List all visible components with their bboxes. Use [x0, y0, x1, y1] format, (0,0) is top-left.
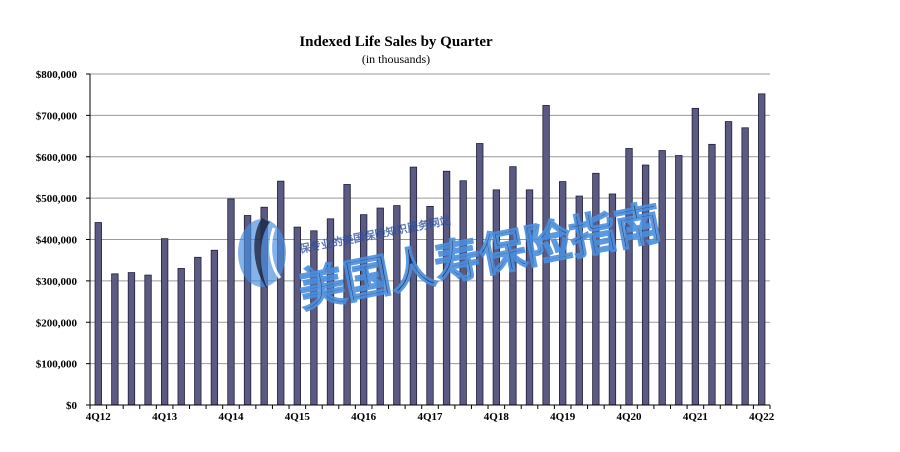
x-tick-label: 4Q16: [351, 411, 377, 423]
x-tick-label: 4Q13: [152, 411, 178, 423]
x-tick-label: 4Q22: [749, 411, 775, 423]
bar-2Q18: [459, 180, 467, 406]
bar-1Q22: [708, 143, 716, 406]
x-tick-label: 4Q14: [218, 411, 244, 423]
bar-series: [94, 93, 766, 406]
y-tick-label: $600,000: [36, 152, 78, 164]
x-tick-label: 4Q17: [417, 411, 443, 423]
y-axis-ticks: $0 $100,000 $200,000 $300,000 $400,000 $500,0…: [36, 69, 90, 412]
x-tick-label: 4Q18: [484, 411, 510, 423]
bar-2Q22: [724, 121, 733, 406]
bar-3Q21: [675, 155, 683, 406]
bar-1Q14: [177, 268, 185, 406]
y-tick-label: $400,000: [36, 235, 78, 247]
bar-1Q16: [310, 230, 318, 406]
y-tick-label: $300,000: [36, 276, 78, 288]
bar-4Q20: [625, 148, 633, 406]
bar-3Q22: [741, 127, 749, 406]
y-tick-label: $0: [66, 400, 78, 412]
bar-4Q21: [691, 107, 700, 406]
bar-3Q14: [210, 249, 219, 406]
y-tick-label: $800,000: [36, 69, 78, 81]
y-tick-label: $100,000: [36, 359, 78, 371]
x-axis-ticks: 4Q12 4Q13 4Q14 4Q15 4Q16 4Q17 4Q18 4Q19 4Q20 4Q21…: [86, 405, 775, 423]
x-tick-label: 4Q15: [285, 411, 311, 423]
x-tick-label: 4Q20: [616, 411, 642, 423]
bar-2Q14: [194, 256, 202, 406]
y-tick-label: $700,000: [36, 110, 78, 122]
bar-4Q12: [94, 222, 102, 406]
y-tick-label: $500,000: [36, 193, 78, 205]
bar-4Q17: [426, 205, 434, 406]
bar-4Q13: [160, 238, 169, 406]
x-tick-label: 4Q21: [683, 411, 708, 423]
bar-2Q13: [127, 272, 136, 406]
bar-1Q19: [509, 166, 517, 406]
watermark: 保专业的美国保险知识服务网站 美国人寿保险指南: [238, 194, 667, 319]
watermark-logo-icon: [238, 218, 286, 290]
bar-3Q15: [277, 180, 285, 406]
bar-1Q13: [111, 273, 119, 406]
chart-title: Indexed Life Sales by Quarter: [299, 34, 493, 50]
y-tick-label: $200,000: [36, 317, 78, 329]
bar-4Q14: [227, 198, 235, 406]
bar-4Q22: [758, 93, 766, 406]
chart-subtitle: (in thousands): [362, 52, 430, 66]
x-tick-label: 4Q19: [550, 411, 576, 423]
x-tick-label: 4Q12: [86, 411, 112, 423]
bar-2Q21: [658, 150, 666, 406]
bar-3Q13: [144, 274, 152, 406]
axes: [89, 74, 770, 406]
bar-4Q18: [492, 189, 500, 406]
